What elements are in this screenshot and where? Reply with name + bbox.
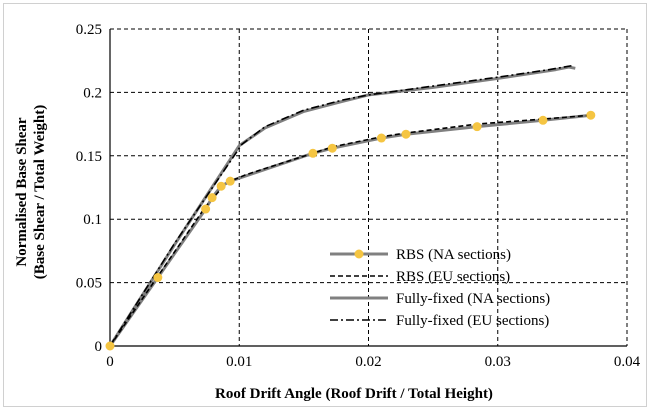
series-line-2: [108, 65, 576, 347]
x-tick-label: 0.03: [485, 354, 511, 370]
series-line-3: [109, 64, 572, 347]
y-axis-title: Normalised Base Shear (Base Shear / Tota…: [14, 105, 48, 279]
series-marker: [216, 181, 226, 191]
series-marker: [105, 341, 115, 351]
y-tick-label: 0.05: [76, 276, 102, 292]
legend: RBS (NA sections) RBS (EU sections) Fully-…: [330, 247, 550, 329]
chart-frame: 0 0.05 0.1 0.15 0.2 0.25 0 0.01 0.02 0.03 0.04 RBS…: [3, 3, 647, 407]
y-tick-label: 0.2: [83, 85, 102, 101]
y-axis-title-line1: Normalised Base Shear: [14, 117, 30, 267]
series-marker: [538, 115, 548, 125]
x-tick-label: 0.01: [226, 354, 252, 370]
data-series: [105, 64, 596, 351]
legend-label-3: Fully-fixed (EU sections): [396, 313, 549, 329]
series-marker: [308, 148, 318, 158]
x-tick-label: 0.04: [614, 354, 641, 370]
series-line-1: [109, 114, 591, 347]
legend-label-1: RBS (EU sections): [396, 269, 510, 285]
x-tick-label: 0.02: [355, 354, 381, 370]
series-marker: [153, 273, 163, 283]
series-marker: [401, 129, 411, 139]
series-marker: [201, 204, 211, 214]
y-tick-label: 0: [95, 339, 103, 355]
legend-label-0: RBS (NA sections): [396, 247, 511, 263]
series-marker: [472, 122, 482, 132]
y-tick-label: 0.15: [76, 149, 102, 165]
series-marker: [207, 193, 217, 203]
line-chart: 0 0.05 0.1 0.15 0.2 0.25 0 0.01 0.02 0.03 0.04 RBS…: [14, 22, 641, 402]
x-axis-title: Roof Drift Angle (Roof Drift / Total Hei…: [215, 386, 493, 402]
axes: [109, 29, 627, 347]
tick-labels: 0 0.05 0.1 0.15 0.2 0.25 0 0.01 0.02 0.03 0.04: [76, 22, 641, 370]
legend-marker: [354, 249, 364, 259]
x-tick-label: 0: [106, 354, 114, 370]
series-marker: [376, 133, 386, 143]
y-tick-label: 0.1: [83, 212, 102, 228]
y-axis-title-line2: (Base Shear / Total Weight): [32, 105, 48, 279]
series-marker: [327, 143, 337, 153]
series-marker: [586, 110, 596, 120]
series-marker: [225, 176, 235, 186]
legend-label-2: Fully-fixed (NA sections): [396, 291, 550, 307]
y-tick-label: 0.25: [76, 22, 102, 38]
